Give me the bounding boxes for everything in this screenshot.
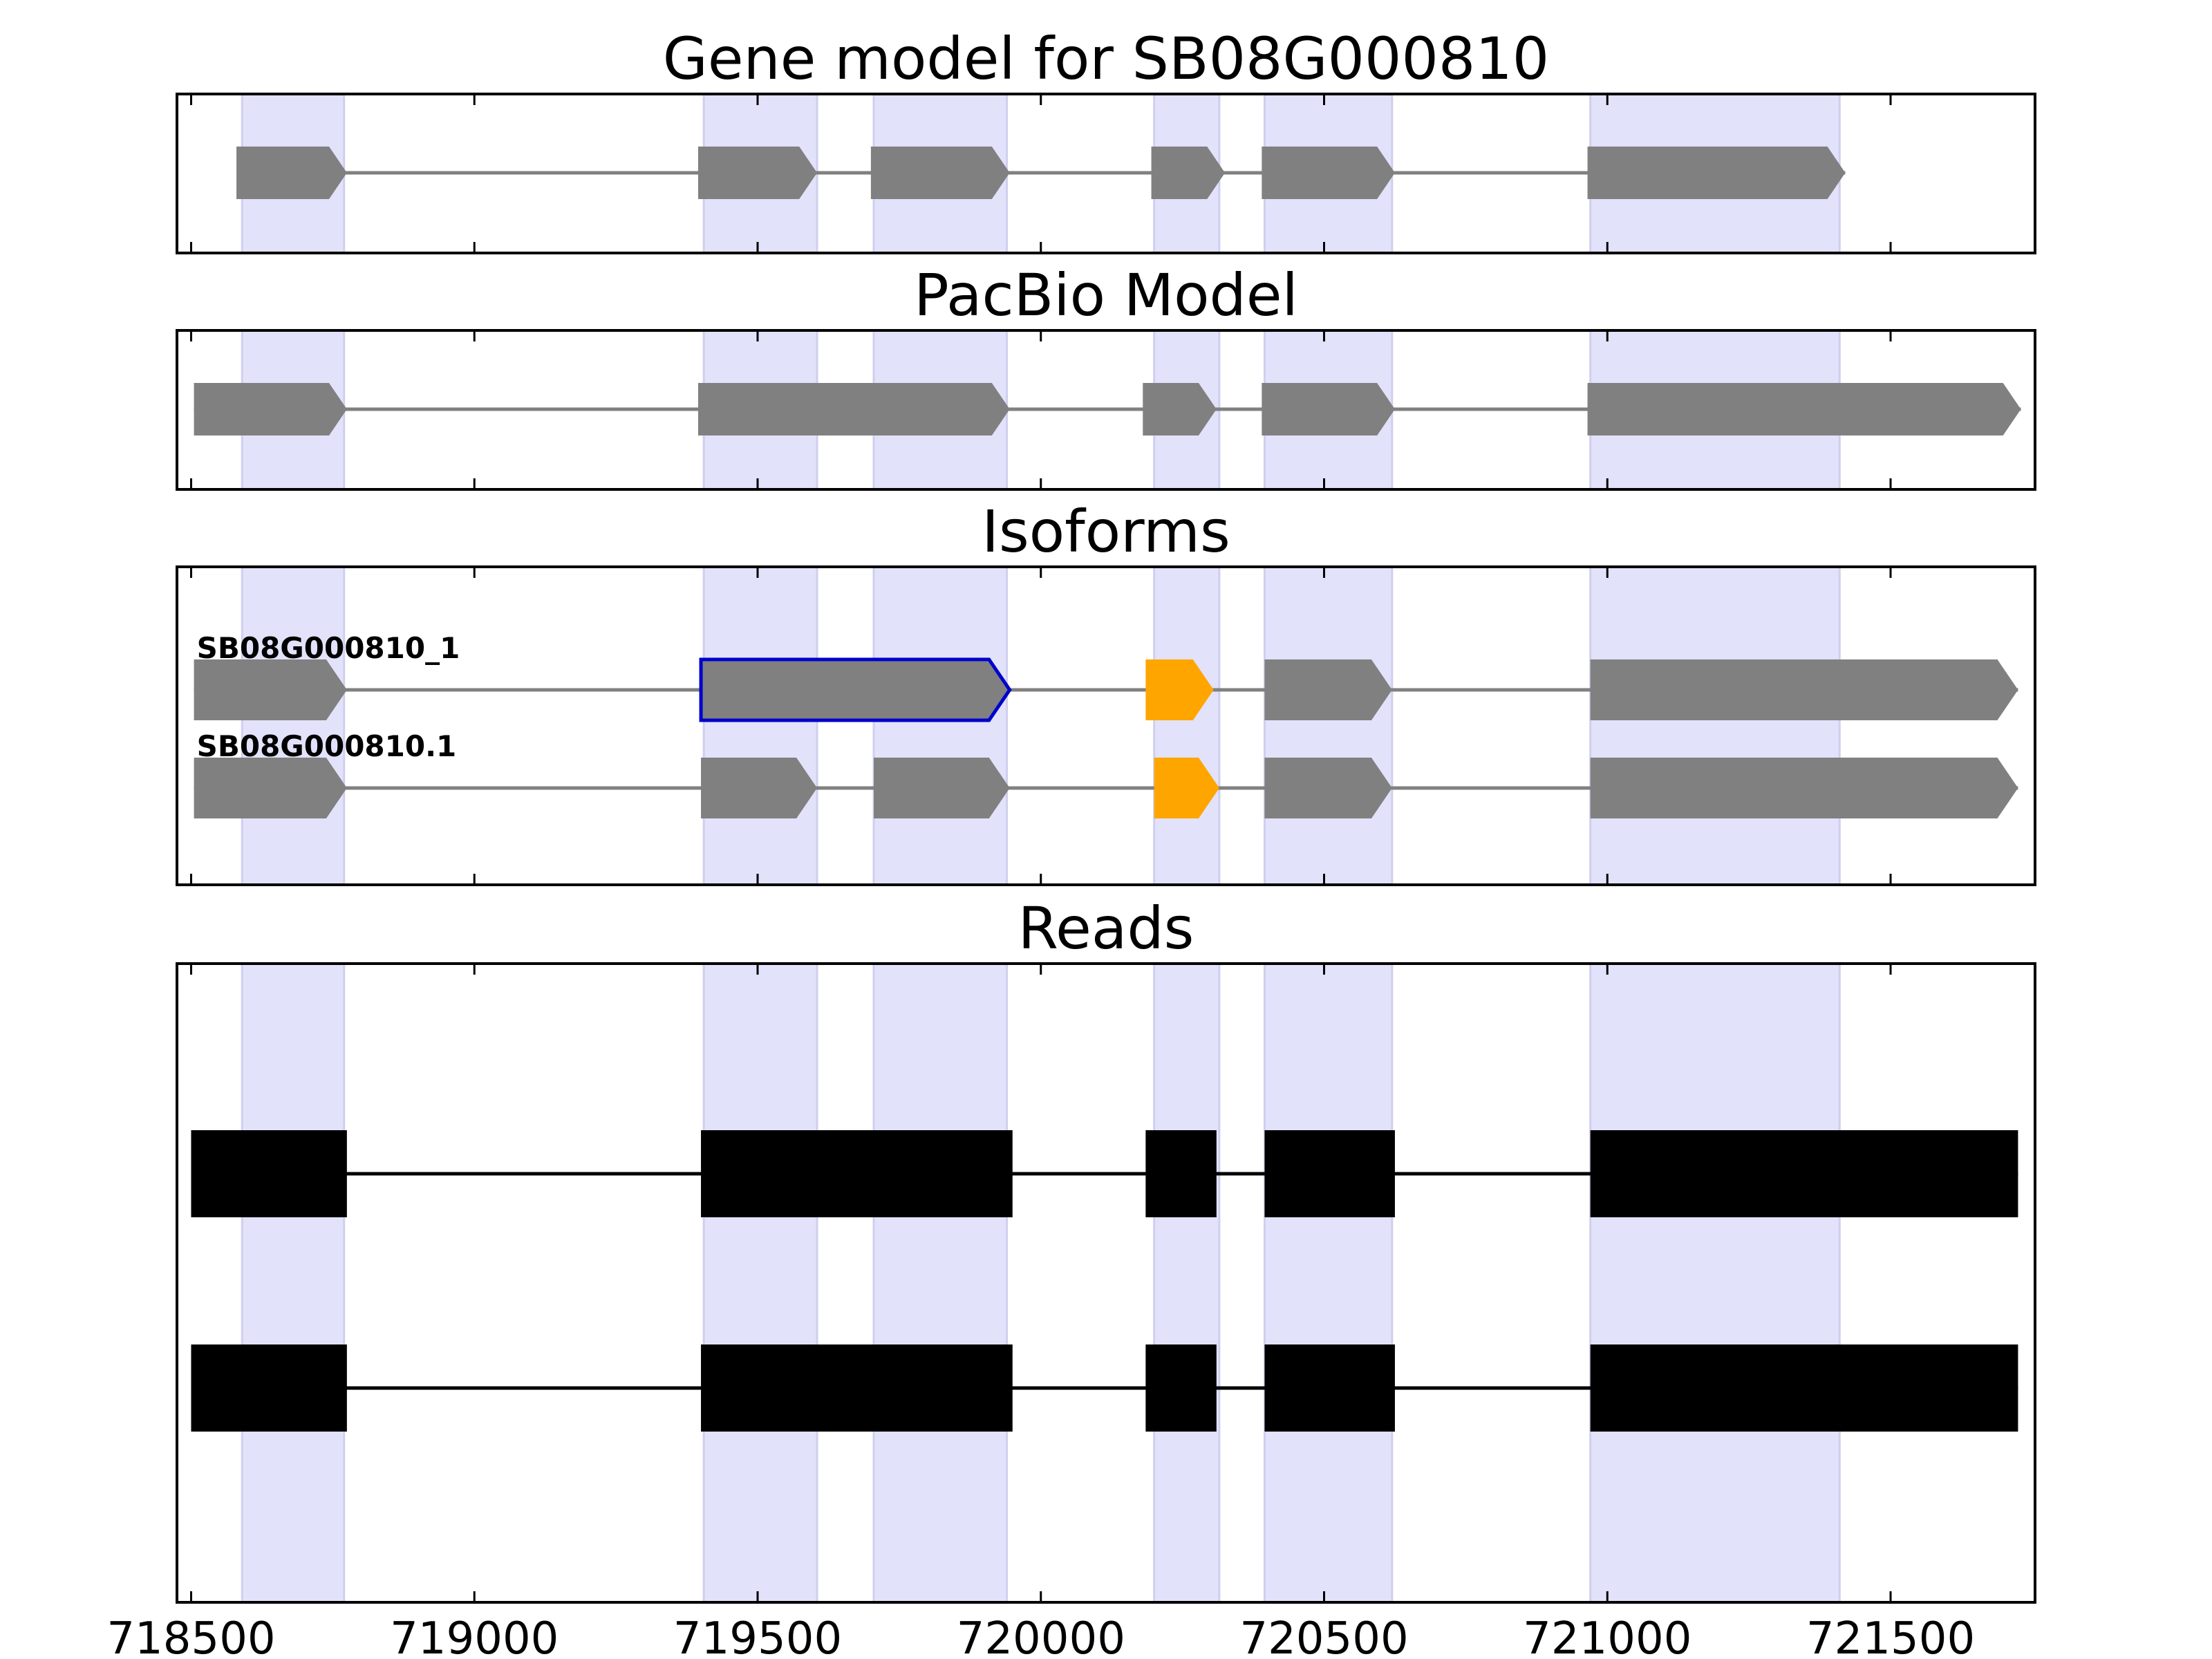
- panel-3: Isoforms SB08G000810_1 SB08G000810.1: [176, 498, 2036, 886]
- x-tick-label: 721000: [1523, 1613, 1691, 1659]
- x-tick-label: 718500: [106, 1613, 275, 1659]
- exon-feature[interactable]: [1262, 147, 1395, 199]
- shaded-region: [1153, 962, 1221, 1604]
- exon-feature[interactable]: [1264, 659, 1392, 720]
- exon-feature[interactable]: [874, 758, 1010, 818]
- plot-frame: [176, 93, 2036, 254]
- exon-feature[interactable]: [701, 758, 818, 818]
- read-block[interactable]: [1590, 1130, 2018, 1217]
- shaded-region: [1589, 565, 1841, 886]
- exon-feature-highlighted[interactable]: [1154, 758, 1219, 818]
- exon-feature[interactable]: [194, 758, 347, 818]
- read-block[interactable]: [191, 1344, 347, 1432]
- read-block[interactable]: [1590, 1344, 2018, 1432]
- shaded-region: [872, 565, 1009, 886]
- exon-feature[interactable]: [1590, 659, 2018, 720]
- plot-frame: [176, 962, 2036, 1604]
- x-tick-label: 720500: [1239, 1613, 1408, 1659]
- exon-feature[interactable]: [1143, 383, 1217, 435]
- exon-feature[interactable]: [1262, 383, 1395, 435]
- exon-feature[interactable]: [194, 383, 347, 435]
- x-tick-label: 720000: [957, 1613, 1125, 1659]
- read-block[interactable]: [1264, 1130, 1395, 1217]
- shaded-region: [1263, 565, 1394, 886]
- exon-feature[interactable]: [697, 147, 818, 199]
- panel-title: Gene model for SB08G000810: [663, 25, 1549, 93]
- x-tick-label: 721500: [1806, 1613, 1975, 1659]
- read-block[interactable]: [701, 1130, 1013, 1217]
- isoform-label: SB08G000810_1: [197, 631, 460, 665]
- panel-title: Reads: [1018, 894, 1194, 962]
- exon-feature[interactable]: [194, 659, 347, 720]
- exon-feature[interactable]: [1587, 383, 2021, 435]
- exon-feature-selected[interactable]: [699, 657, 1012, 722]
- read-block[interactable]: [1145, 1344, 1217, 1432]
- shaded-region: [1153, 565, 1221, 886]
- shaded-region: [702, 565, 818, 886]
- exon-feature[interactable]: [1264, 758, 1392, 818]
- read-block[interactable]: [191, 1130, 347, 1217]
- exon-feature[interactable]: [1151, 147, 1226, 199]
- panel-4: Reads: [176, 894, 2036, 1604]
- panel-title: PacBio Model: [914, 261, 1298, 329]
- x-axis: 718500 719000 719500 720000 720500 721000 7215…: [106, 1613, 1975, 1659]
- exon-feature[interactable]: [1587, 147, 1846, 199]
- exon-feature[interactable]: [870, 147, 1010, 199]
- plot-frame: [176, 565, 2036, 886]
- exon-feature[interactable]: [697, 383, 1010, 435]
- isoform-label: SB08G000810.1: [197, 729, 457, 763]
- read-block[interactable]: [1145, 1130, 1217, 1217]
- plot-frame: [176, 329, 2036, 491]
- shaded-region: [241, 565, 346, 886]
- panel-title: Isoforms: [982, 498, 1230, 565]
- shaded-region: [702, 962, 818, 1604]
- panel-2: PacBio Model: [176, 261, 2036, 491]
- read-block[interactable]: [1264, 1344, 1395, 1432]
- panel-1: Gene model for SB08G000810: [176, 25, 2036, 254]
- shaded-region: [1263, 962, 1394, 1604]
- shaded-region: [241, 962, 346, 1604]
- shaded-region: [1589, 962, 1841, 1604]
- exon-feature[interactable]: [236, 147, 347, 199]
- x-tick-label: 719500: [673, 1613, 842, 1659]
- exon-feature[interactable]: [1590, 758, 2018, 818]
- x-tick-label: 719000: [390, 1613, 559, 1659]
- shaded-region: [872, 962, 1009, 1604]
- exon-feature-highlighted[interactable]: [1145, 659, 1214, 720]
- read-block[interactable]: [701, 1344, 1013, 1432]
